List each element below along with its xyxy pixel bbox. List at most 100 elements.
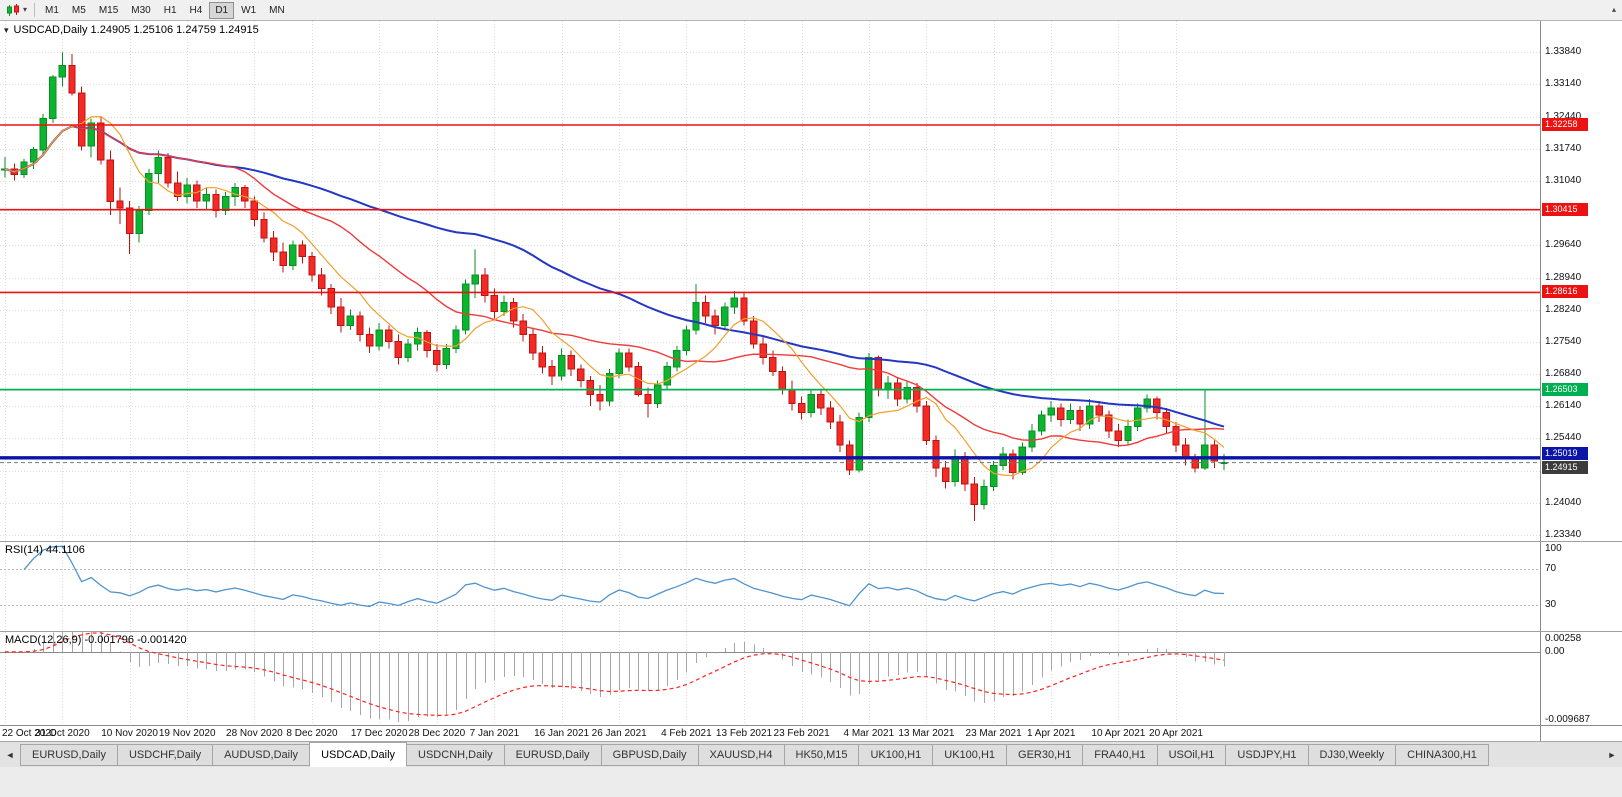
rsi-grid-layer — [5, 542, 1177, 631]
up-arrow-icon: ▴ — [1611, 5, 1616, 14]
price-axis-tick: 1.33140 — [1545, 78, 1582, 90]
price-chart-plot[interactable]: ▾ USDCAD,Daily 1.24905 1.25106 1.24759 1… — [0, 21, 1540, 541]
rsi-indicator-panel: RSI(14) 44.1106 100 70 30 — [0, 541, 1622, 631]
rsi-label: RSI(14) 44.1106 — [5, 544, 85, 556]
window-bottom-edge — [0, 767, 1622, 797]
chart-type-button[interactable]: ▾ — [3, 3, 30, 18]
chart-tab-ger30-h1[interactable]: GER30,H1 — [1006, 743, 1084, 766]
price-axis-tick: 1.27540 — [1545, 335, 1582, 347]
toolbar-scroll-up-button[interactable]: ▴ — [1609, 5, 1619, 15]
chart-tab-eurusd-daily[interactable]: EURUSD,Daily — [503, 743, 602, 766]
macd-label: MACD(12,26,9) -0.001796 -0.001420 — [5, 634, 187, 646]
price-axis-tick: 1.24040 — [1545, 496, 1582, 508]
chart-header: ▾ USDCAD,Daily 1.24905 1.25106 1.24759 1… — [4, 24, 259, 36]
date-axis-label: 7 Jan 2021 — [469, 728, 520, 739]
chart-tab-usoil-h1[interactable]: USOil,H1 — [1156, 743, 1227, 766]
timeframe-button-m15[interactable]: M15 — [98, 4, 119, 16]
date-axis-label: 4 Feb 2021 — [661, 728, 712, 739]
price-axis-tick: 1.25440 — [1545, 432, 1582, 444]
chart-ohlc-header: USDCAD,Daily 1.24905 1.25106 1.24759 1.2… — [13, 24, 259, 36]
price-level-badge-1.26503: 1.26503 — [1542, 382, 1588, 396]
price-axis-tick: 1.29640 — [1545, 239, 1582, 251]
macd-plot[interactable]: MACD(12,26,9) -0.001796 -0.001420 — [0, 632, 1540, 725]
chart-tab-china300-h1[interactable]: CHINA300,H1 — [1395, 743, 1489, 766]
chart-tab-uk100-h1[interactable]: UK100,H1 — [858, 743, 934, 766]
chart-tab-audusd-daily[interactable]: AUDUSD,Daily — [212, 743, 311, 766]
price-axis-tick: 1.23340 — [1545, 529, 1582, 541]
chart-tab-usdcad-daily[interactable]: USDCAD,Daily — [309, 742, 408, 767]
rsi-axis-tick: 100 — [1545, 543, 1562, 554]
chart-tab-eurusd-daily[interactable]: EURUSD,Daily — [20, 743, 118, 766]
chart-tab-usdjpy-h1[interactable]: USDJPY,H1 — [1225, 743, 1309, 766]
timeframe-button-d1[interactable]: D1 — [209, 1, 235, 19]
price-axis-tick: 1.31040 — [1545, 175, 1582, 186]
date-axis-label: 22 Oct 2020 — [2, 728, 57, 739]
timeframe-button-mn[interactable]: MN — [269, 4, 285, 16]
rsi-axis-tick: 30 — [1545, 599, 1557, 610]
chart-tab-gbpusd-daily[interactable]: GBPUSD,Daily — [600, 743, 699, 766]
date-axis-label: 23 Feb 2021 — [773, 728, 830, 739]
candles-layer — [1, 52, 1228, 521]
chart-tab-usdcnh-daily[interactable]: USDCNH,Daily — [406, 743, 505, 766]
macd-axis-tick: 0.00258 — [1545, 633, 1582, 644]
timeframe-button-h1[interactable]: H1 — [163, 4, 177, 16]
date-axis-label: 23 Mar 2021 — [965, 728, 1022, 739]
timeframe-button-w1[interactable]: W1 — [241, 4, 257, 16]
date-axis: 22 Oct 2020 31 Oct 2020 10 Nov 2020 19 Nov … — [0, 725, 1622, 741]
price-chart-canvas — [0, 21, 1540, 541]
macd-axis-tick: -0.009687 — [1545, 714, 1591, 725]
date-axis-label: 8 Dec 2020 — [286, 728, 338, 739]
tabs-scroll-right-button[interactable]: ► — [1602, 743, 1622, 767]
date-axis-label: 31 Oct 2020 — [35, 728, 90, 739]
tabbar-spacer — [1488, 742, 1602, 767]
macd-axis: 0.00258 0.00 -0.009687 — [1540, 632, 1622, 725]
date-axis-label: 10 Apr 2021 — [1091, 728, 1146, 739]
date-axis-label: 13 Mar 2021 — [898, 728, 955, 739]
left-arrow-icon: ◄ — [5, 749, 15, 760]
price-level-badge-1.30415: 1.30415 — [1542, 202, 1588, 216]
macd-indicator-panel: MACD(12,26,9) -0.001796 -0.001420 0.0025… — [0, 631, 1622, 725]
price-axis-tick: 1.31740 — [1545, 142, 1582, 154]
date-axis-label: 20 Apr 2021 — [1149, 728, 1203, 739]
timeframe-button-m5[interactable]: M5 — [71, 4, 86, 16]
date-axis-label: 1 Apr 2021 — [1027, 728, 1076, 739]
one-click-trading-toggle-icon[interactable]: ▾ — [4, 24, 9, 35]
date-axis-label: 10 Nov 2020 — [101, 728, 158, 739]
rsi-axis-tick: 70 — [1545, 563, 1557, 574]
tabs-scroll-left-button[interactable]: ◄ — [0, 743, 20, 767]
macd-canvas — [0, 632, 1540, 725]
toolbar-separator — [34, 3, 36, 17]
chart-tab-bar: ◄ EURUSD,Daily USDCHF,Daily AUDUSD,Daily US… — [0, 741, 1622, 767]
chart-tab-uk100-h1[interactable]: UK100,H1 — [932, 743, 1008, 766]
price-axis-tick: 1.26140 — [1545, 400, 1582, 412]
timeframe-button-m1[interactable]: M1 — [45, 4, 59, 16]
current-price-badge: 1.24915 — [1542, 460, 1588, 474]
date-axis-label: 19 Nov 2020 — [158, 728, 216, 739]
price-chart-panel: ▾ USDCAD,Daily 1.24905 1.25106 1.24759 1… — [0, 21, 1622, 541]
moving-average-21-line — [4, 125, 1225, 447]
chart-tab-fra40-h1[interactable]: FRA40,H1 — [1082, 743, 1158, 766]
chart-tab-hk50-m15[interactable]: HK50,M15 — [783, 743, 860, 766]
chevron-down-icon: ▾ — [23, 5, 28, 14]
timeframe-button-h4[interactable]: H4 — [189, 4, 203, 16]
rsi-canvas — [0, 542, 1540, 631]
right-arrow-icon: ► — [1607, 749, 1617, 760]
price-axis-tick: 1.33840 — [1545, 46, 1582, 58]
date-axis-label: 4 Mar 2021 — [843, 728, 895, 739]
macd-axis-tick: 0.00 — [1545, 645, 1565, 657]
chart-tab-usdchf-daily[interactable]: USDCHF,Daily — [116, 743, 214, 766]
chart-tab-dj30-weekly[interactable]: DJ30,Weekly — [1307, 743, 1397, 766]
toolbar: ▾ M1 M5 M15 M30 H1 H4 D1 W1 MN ▴ — [0, 0, 1622, 21]
moving-average-8-line — [4, 115, 1225, 477]
rsi-line — [23, 545, 1225, 608]
date-axis-label: 16 Jan 2021 — [534, 728, 590, 739]
price-axis-tick: 1.26840 — [1545, 368, 1582, 380]
chart-tab-xauusd-h4[interactable]: XAUUSD,H4 — [697, 743, 785, 766]
candlestick-chart-icon — [7, 3, 19, 16]
price-axis[interactable]: 1.338401.331401.324401.317401.310401.303… — [1540, 21, 1622, 541]
timeframe-button-m30[interactable]: M30 — [131, 4, 151, 16]
rsi-plot[interactable]: RSI(14) 44.1106 — [0, 542, 1540, 631]
date-axis-label: 26 Jan 2021 — [591, 728, 647, 739]
macd-signal-line — [4, 632, 1225, 717]
